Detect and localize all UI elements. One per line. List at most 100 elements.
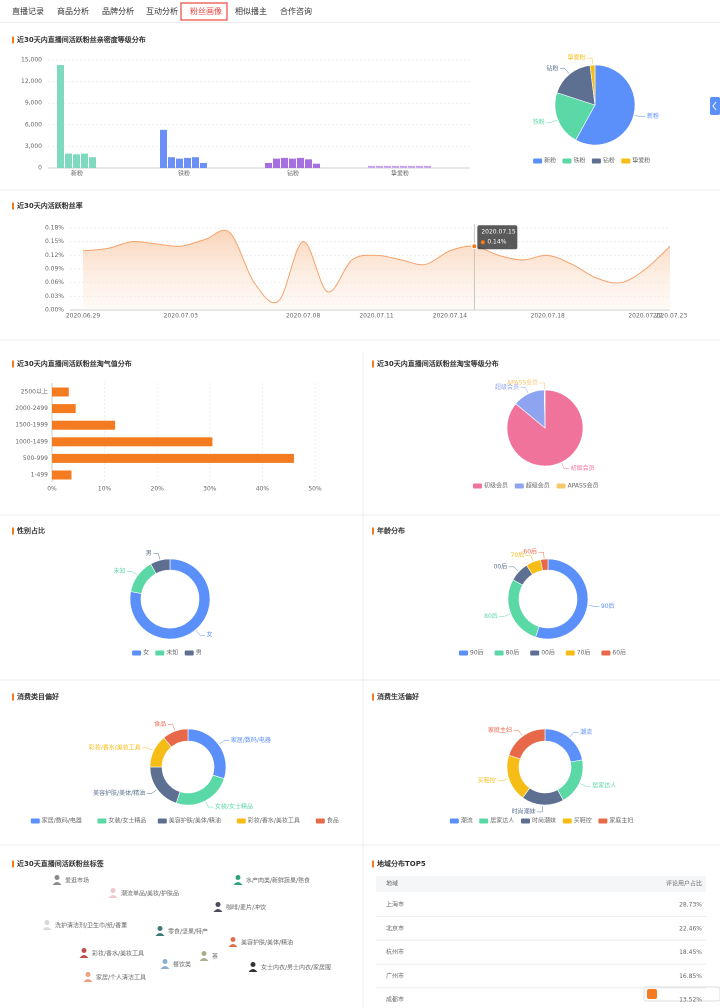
slice-label: 超级会员 <box>495 383 519 391</box>
bar <box>305 159 312 168</box>
legend-swatch <box>449 818 459 824</box>
legend-label: 超级会员 <box>526 482 550 490</box>
label-leader <box>205 801 214 808</box>
x-tick-label: 2020.07.23 <box>653 313 688 320</box>
bar <box>416 165 423 168</box>
nav-tab[interactable]: 直播记录 <box>12 6 44 16</box>
tag-label: 潮流单品/美妆/护肤品 <box>121 890 179 898</box>
legend-swatch <box>132 650 142 656</box>
tag-icon-head <box>230 937 236 942</box>
nav-tab[interactable]: 合作咨询 <box>280 6 312 16</box>
donut-slice <box>129 558 211 640</box>
tag-label: 美容护肤/美体/精油 <box>241 939 293 947</box>
y-tick-label: 1000-1499 <box>15 438 48 445</box>
section-marker <box>372 527 374 535</box>
section-title: 近30天内活跃粉丝率 <box>17 201 83 210</box>
tag-label: 零食/坚果/特产 <box>168 928 208 936</box>
side-tab-arrow <box>712 101 717 111</box>
legend-label: 60后 <box>612 649 626 657</box>
bar <box>52 420 116 430</box>
slice-label: 美容护肤/美体/精油 <box>93 789 145 797</box>
label-leader <box>587 57 593 65</box>
bar <box>400 165 407 168</box>
section-marker <box>12 202 14 210</box>
tooltip-value: 0.14% <box>487 239 506 246</box>
legend-swatch <box>521 818 530 824</box>
tag-icon-body <box>213 909 223 912</box>
table-cell: 杭州市 <box>386 948 404 956</box>
x-tick-label: 2020.07.18 <box>531 313 566 320</box>
slice-label: 家居/数码/电器 <box>231 736 271 744</box>
tooltip-dot <box>471 243 478 250</box>
tag-icon-body <box>83 979 93 982</box>
side-tab[interactable] <box>710 97 720 115</box>
legend-swatch <box>621 158 631 164</box>
nav-tab[interactable]: 品牌分析 <box>102 6 134 16</box>
bar <box>273 158 280 168</box>
toolbar[interactable] <box>643 986 720 1002</box>
legend-swatch <box>155 650 165 656</box>
slice-label: 买鞋控 <box>478 776 496 784</box>
nav-tab[interactable]: 粉丝画像 <box>190 6 222 16</box>
bar <box>168 157 175 168</box>
tooltip-date: 2020.07.15 <box>481 229 516 236</box>
table-header-cell: 地域 <box>386 880 398 888</box>
nav-tab[interactable]: 商品分析 <box>57 6 89 16</box>
tag-icon-head <box>110 888 116 893</box>
pie-slice <box>554 92 596 141</box>
legend-swatch <box>533 158 543 164</box>
tag-icon-head <box>85 972 91 977</box>
bar <box>89 157 96 168</box>
x-tick-label: 40% <box>256 486 270 493</box>
table-cell: 成都市 <box>386 996 404 1004</box>
line <box>82 229 671 304</box>
x-tick-label: 钻粉 <box>287 170 299 178</box>
nav-tab[interactable]: 互动分析 <box>146 6 178 16</box>
x-tick-label: 2020.06.29 <box>66 313 101 320</box>
y-tick-label: 1-499 <box>31 472 49 479</box>
tag-label: 水产肉类/新鲜蔬果/熟食 <box>246 877 310 885</box>
legend-swatch <box>562 158 572 164</box>
bar <box>57 65 64 168</box>
x-tick-label: 0% <box>47 486 57 493</box>
legend-label: APASS会员 <box>568 482 599 490</box>
legend-label: 钻粉 <box>603 157 615 165</box>
legend-label: 00后 <box>541 649 555 657</box>
table-header <box>376 876 706 892</box>
legend-label: 初级会员 <box>484 482 508 490</box>
legend-label: 食品 <box>327 817 339 825</box>
legend-swatch <box>514 483 524 489</box>
bar <box>52 437 213 447</box>
y-tick-label: 6,000 <box>25 121 42 128</box>
slice-label: 家庭主妇 <box>488 726 512 734</box>
bar <box>52 404 76 414</box>
table-cell: 13.52% <box>679 997 702 1004</box>
legend-label: 女装/女士精品 <box>108 817 146 825</box>
tag-icon-body <box>52 882 62 885</box>
bar <box>52 453 294 463</box>
slice-label: 初级会员 <box>571 464 595 472</box>
toolbar-logo <box>647 989 657 999</box>
section-title: 消费类目偏好 <box>17 692 59 701</box>
tag-icon-head <box>81 948 87 953</box>
label-leader <box>499 613 510 617</box>
bar <box>200 162 207 168</box>
table-cell: 28.73% <box>679 902 702 909</box>
section-marker <box>372 360 374 368</box>
legend-label: 铁粉 <box>574 157 586 165</box>
tag-icon-body <box>160 966 170 969</box>
nav-tab[interactable]: 相似播主 <box>235 6 267 16</box>
bar <box>176 158 183 168</box>
tag-icon-body <box>155 933 165 936</box>
area <box>83 230 670 310</box>
legend-swatch <box>236 818 246 824</box>
table-cell: 上海市 <box>386 901 404 909</box>
tooltip-swatch <box>480 240 485 245</box>
x-tick-label: 30% <box>203 486 217 493</box>
pie-slice <box>589 64 596 106</box>
x-tick-label: 铁粉 <box>178 170 190 178</box>
slice-label: APASS会员 <box>507 379 538 387</box>
y-tick-label: 2500以上 <box>21 388 48 396</box>
